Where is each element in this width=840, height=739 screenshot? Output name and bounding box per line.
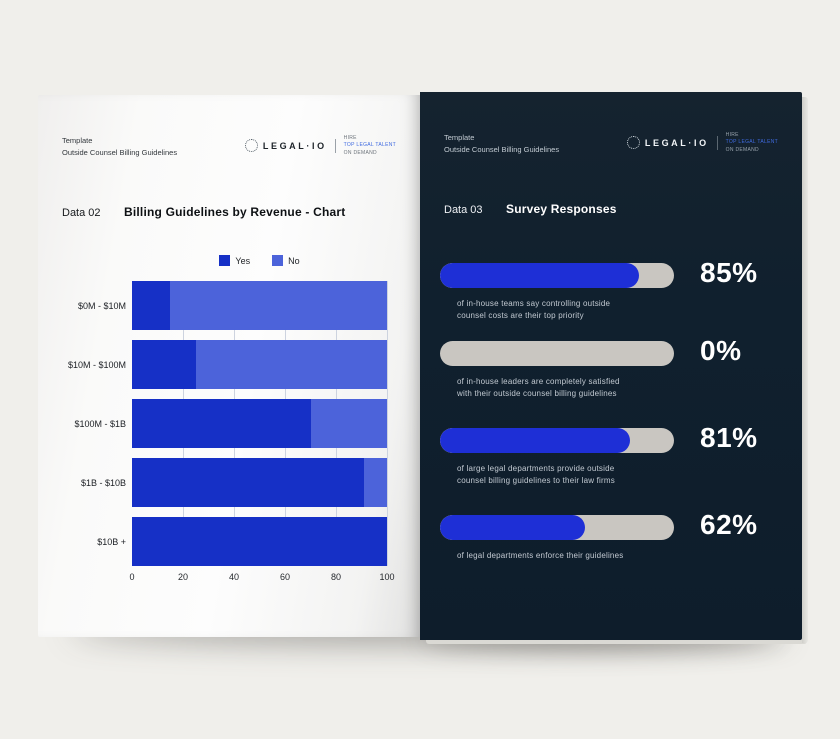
chart-x-axis: 0 20 40 60 80 100	[129, 572, 394, 586]
legalio-wordmark: LEGAL·IO	[644, 137, 709, 148]
chart-category-labels: $0M - $10M $10M - $100M $100M - $1B $1B - $…	[42, 281, 126, 566]
gridline	[387, 281, 388, 566]
progress-track	[440, 428, 674, 453]
bar-row	[132, 399, 387, 448]
page-title: Survey Responses	[506, 202, 617, 216]
survey-item: 85% of in-house teams say controlling out…	[440, 257, 782, 323]
progress-fill	[440, 263, 639, 288]
bar-segment-no	[364, 458, 387, 507]
legalio-globe-icon	[244, 139, 258, 153]
legalio-globe-icon	[626, 136, 640, 150]
document-meta: Template Outside Counsel Billing Guideli…	[444, 132, 559, 155]
bar-segment-no	[310, 399, 387, 448]
progress-track	[440, 515, 674, 540]
meta-doc-title: Outside Counsel Billing Guidelines	[62, 147, 178, 157]
bar-segment-yes	[132, 517, 387, 566]
progress-track	[440, 263, 674, 288]
survey-caption: of in-house teams say controlling outsid…	[457, 298, 782, 323]
legend-label: Yes	[235, 255, 251, 266]
left-page-header: Template Outside Counsel Billing Guideli…	[62, 135, 396, 158]
axis-tick-label: 20	[177, 572, 189, 582]
legend-item: Yes	[219, 255, 250, 266]
page-title: Billing Guidelines by Revenue - Chart	[124, 205, 346, 219]
progress-track	[440, 341, 674, 366]
tagline-line3: ON DEMAND	[725, 146, 759, 153]
bar-segment-no	[195, 340, 387, 389]
section-label: Data 03	[444, 204, 483, 216]
bar-row	[132, 281, 387, 330]
legend-item: No	[272, 255, 300, 266]
bar-segment-yes	[132, 340, 196, 389]
caption-line: of in-house teams say controlling outsid…	[457, 299, 611, 308]
meta-doc-title: Outside Counsel Billing Guidelines	[444, 144, 560, 154]
progress-fill	[440, 428, 630, 453]
bar-segment-no	[170, 281, 387, 330]
legend-label: No	[288, 255, 300, 266]
bar-rows	[132, 281, 387, 566]
bar-row	[132, 517, 387, 566]
logo-divider	[716, 135, 718, 150]
survey-caption: of large legal departments provide outsi…	[457, 463, 782, 488]
right-page: Template Outside Counsel Billing Guideli…	[420, 92, 808, 644]
legend-swatch-yes	[219, 255, 231, 266]
bar-segment-yes	[132, 458, 365, 507]
stacked-bar-chart	[132, 281, 388, 566]
caption-line: of in-house leaders are completely satis…	[457, 377, 620, 386]
category-label: $1B - $10B	[80, 477, 126, 488]
category-label: $100M - $1B	[74, 418, 126, 429]
caption-line: of large legal departments provide outsi…	[457, 464, 615, 473]
chart-legend: Yes No	[132, 255, 387, 266]
caption-line: counsel billing guidelines to their law …	[457, 476, 615, 486]
logo-divider	[334, 138, 336, 153]
logo-tagline: HIRE TOP LEGAL TALENT ON DEMAND	[726, 132, 778, 154]
tagline-line2: TOP LEGAL TALENT	[725, 139, 778, 146]
right-section-heading: Data 03 Survey Responses	[444, 202, 617, 216]
axis-tick-label: 40	[228, 572, 240, 582]
logo-tagline: HIRE TOP LEGAL TALENT ON DEMAND	[344, 135, 396, 157]
legalio-wordmark: LEGAL·IO	[262, 140, 327, 151]
left-section-heading: Data 02 Billing Guidelines by Revenue - …	[62, 205, 345, 219]
category-label: $10M - $100M	[67, 359, 126, 370]
axis-tick-label: 60	[279, 572, 291, 582]
bar-segment-yes	[132, 399, 311, 448]
axis-tick-label: 0	[129, 572, 135, 582]
caption-line: of legal departments enforce their guide…	[457, 551, 624, 560]
bar-row	[132, 458, 387, 507]
survey-item: 62% of legal departments enforce their gu…	[440, 509, 782, 562]
tagline-line3: ON DEMAND	[343, 149, 377, 156]
meta-template-label: Template	[62, 136, 93, 145]
survey-caption: of in-house leaders are completely satis…	[457, 376, 782, 401]
legalio-logo: LEGAL·IO HIRE TOP LEGAL TALENT ON DEMAND	[626, 132, 778, 154]
progress-fill	[440, 515, 586, 540]
document-meta: Template Outside Counsel Billing Guideli…	[62, 135, 177, 158]
caption-line: counsel costs are their top priority	[457, 311, 584, 321]
percent-value: 62%	[700, 509, 758, 540]
axis-tick-label: 100	[379, 572, 395, 582]
bar-segment-yes	[132, 281, 171, 330]
percent-value: 81%	[700, 422, 758, 453]
axis-tick-label: 80	[330, 572, 342, 582]
tagline-line2: TOP LEGAL TALENT	[343, 142, 396, 149]
legalio-logo: LEGAL·IO HIRE TOP LEGAL TALENT ON DEMAND	[244, 135, 396, 157]
bar-row	[132, 340, 387, 389]
left-page: Template Outside Counsel Billing Guideli…	[38, 95, 420, 637]
survey-caption: of legal departments enforce their guide…	[457, 550, 782, 562]
category-label: $10B +	[97, 536, 126, 547]
legend-swatch-no	[272, 255, 284, 266]
percent-value: 85%	[700, 257, 758, 288]
survey-item: 0% of in-house leaders are completely sat…	[440, 335, 782, 401]
survey-item: 81% of large legal departments provide ou…	[440, 422, 782, 488]
section-label: Data 02	[62, 207, 101, 219]
right-page-header: Template Outside Counsel Billing Guideli…	[444, 132, 778, 155]
tagline-line1: HIRE	[725, 132, 739, 138]
percent-value: 0%	[700, 335, 742, 366]
caption-line: with their outside counsel billing guide…	[457, 389, 617, 399]
category-label: $0M - $10M	[77, 300, 126, 311]
meta-template-label: Template	[444, 133, 475, 142]
tagline-line1: HIRE	[343, 135, 357, 141]
